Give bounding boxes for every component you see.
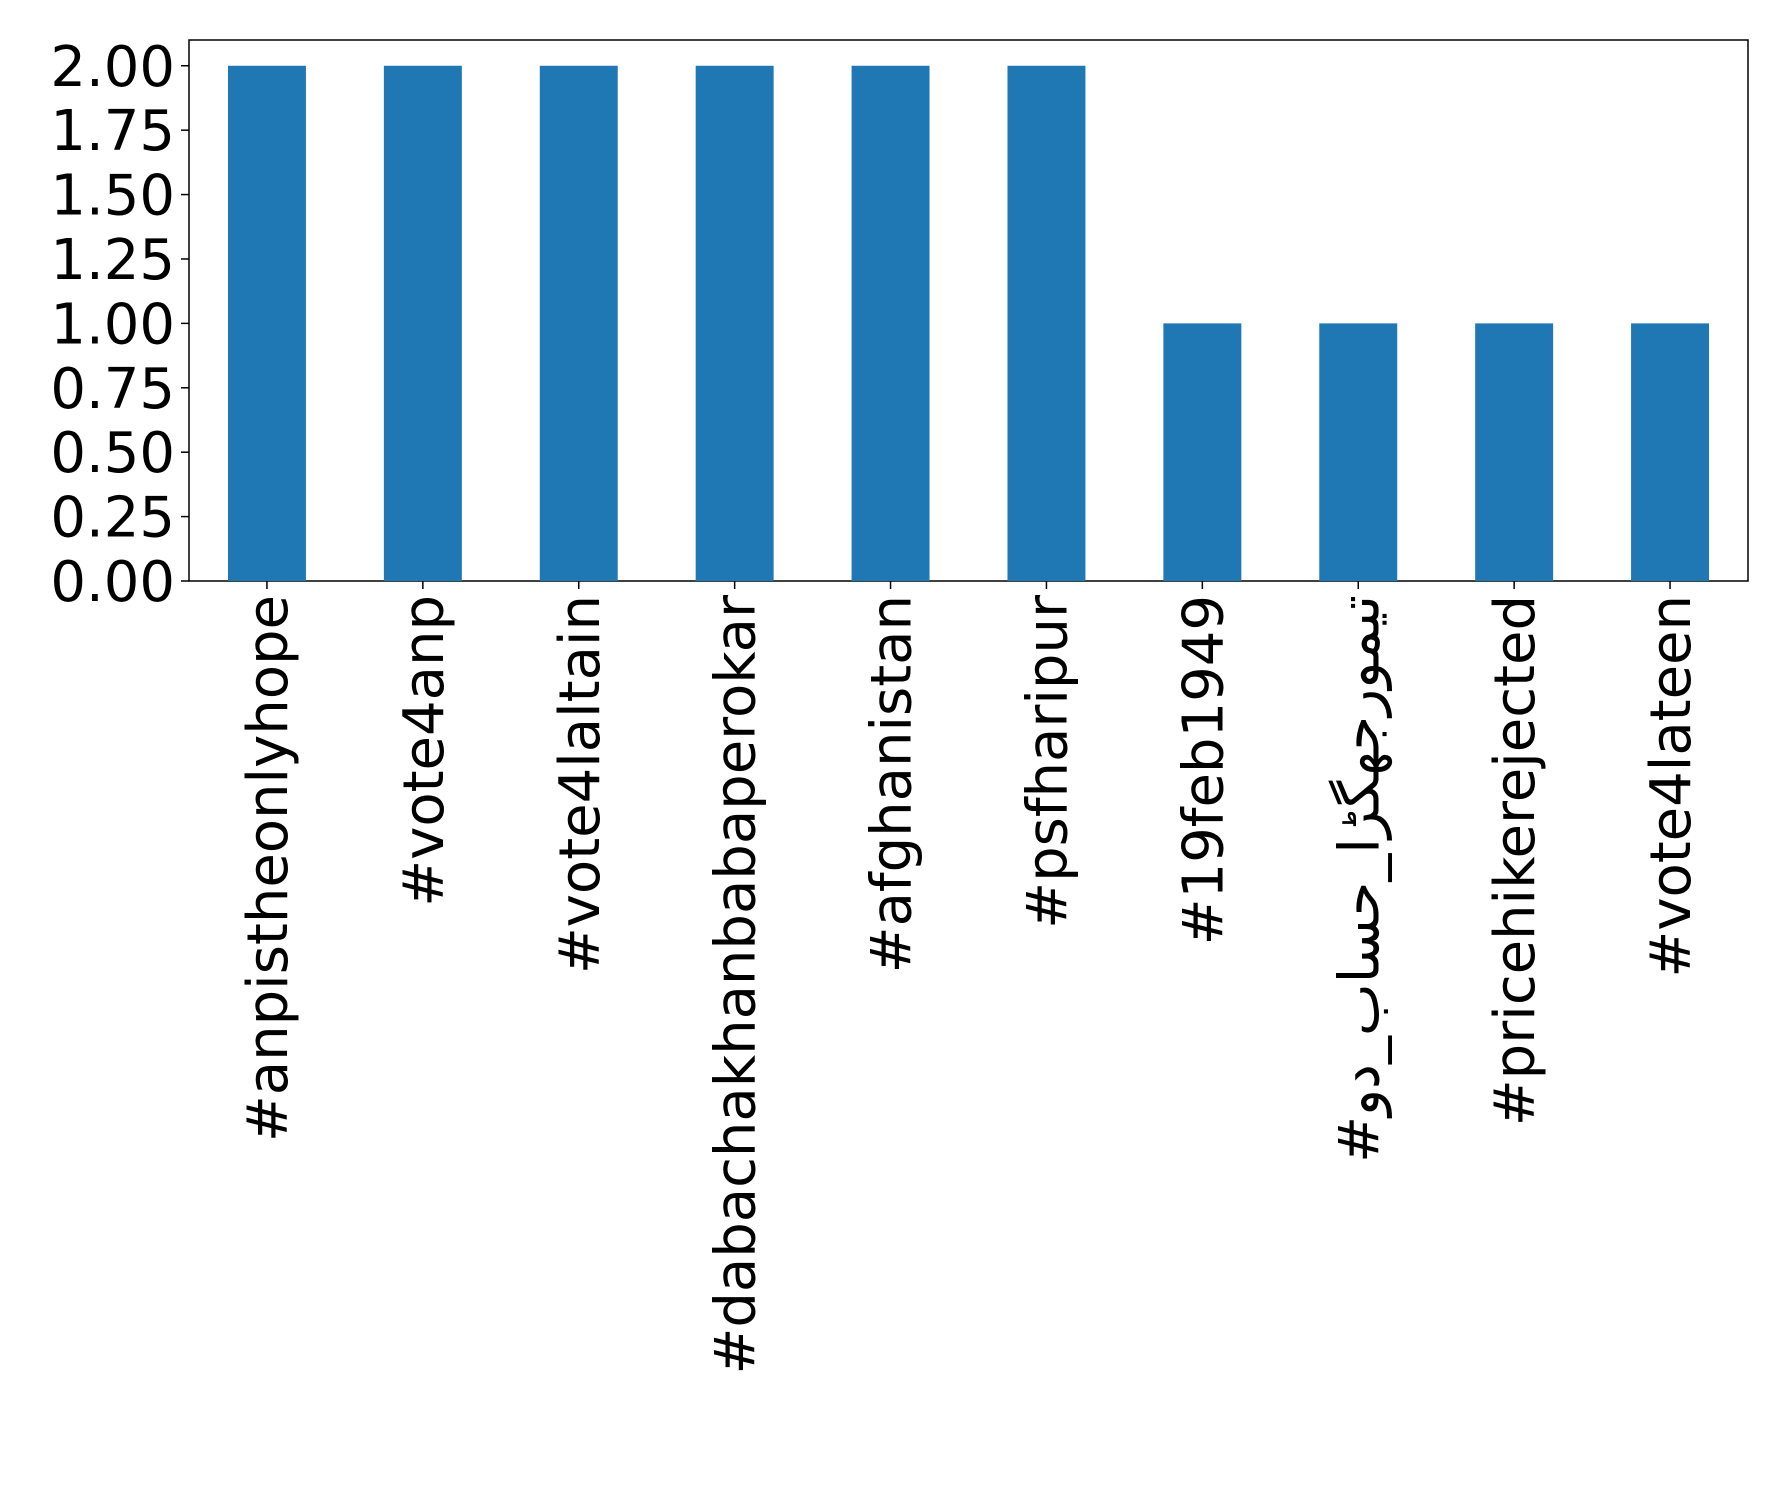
bar [383, 65, 462, 581]
y-tick-label: 2.00 [50, 35, 175, 100]
x-tick-label: #vote4lateen [1639, 595, 1704, 978]
x-tick-label: #vote4anp [392, 595, 457, 907]
x-tick-label: #19feb1949 [1171, 595, 1236, 945]
bar [1631, 323, 1710, 581]
y-tick-label: 0.50 [50, 421, 175, 486]
bar [1475, 323, 1554, 581]
x-tick-label: #pricehikerejected [1483, 595, 1548, 1126]
bar [1163, 323, 1242, 581]
bar [1319, 323, 1398, 581]
bar [1007, 65, 1086, 581]
y-tick-label: 1.50 [50, 164, 175, 229]
bar [227, 65, 306, 581]
y-tick-label: 1.75 [50, 99, 175, 164]
bar [539, 65, 618, 581]
bar [851, 65, 930, 581]
x-tick-label: #anpistheonlyhope [236, 595, 301, 1142]
x-tick-label: #vote4laltain [548, 595, 613, 974]
y-tick-label: 0.75 [50, 357, 175, 422]
y-tick-label: 1.25 [50, 228, 175, 293]
x-tick-label: #afghanistan [860, 595, 925, 973]
x-tick-label: #تیمورجھگڑا_حساب_دو [1327, 595, 1392, 1163]
y-tick-label: 1.00 [50, 292, 175, 357]
plot-frame [188, 39, 1749, 582]
x-tick-label: #psfharipur [1015, 594, 1080, 929]
y-tick-label: 0.25 [50, 486, 175, 551]
x-tick-label: #dabachakhanbabaperokar [704, 594, 769, 1375]
bar [695, 65, 774, 581]
y-tick-label: 0.00 [50, 550, 175, 615]
